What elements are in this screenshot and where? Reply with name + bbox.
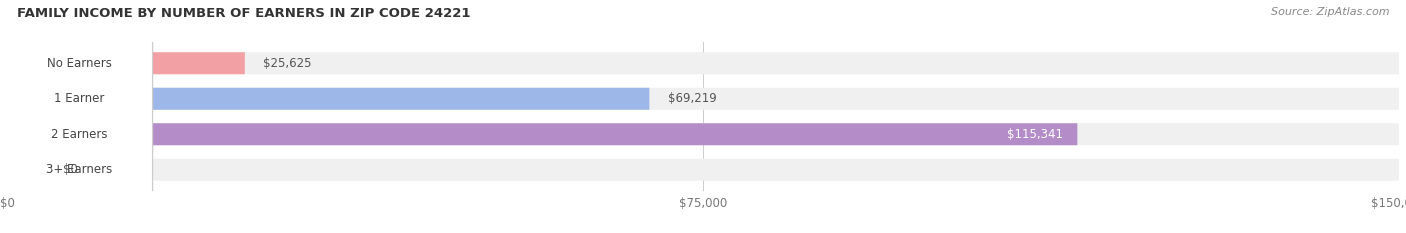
FancyBboxPatch shape: [0, 0, 152, 233]
Text: $0: $0: [63, 163, 77, 176]
Text: FAMILY INCOME BY NUMBER OF EARNERS IN ZIP CODE 24221: FAMILY INCOME BY NUMBER OF EARNERS IN ZI…: [17, 7, 471, 20]
Text: Source: ZipAtlas.com: Source: ZipAtlas.com: [1271, 7, 1389, 17]
FancyBboxPatch shape: [7, 159, 1399, 181]
Text: $69,219: $69,219: [668, 92, 717, 105]
FancyBboxPatch shape: [7, 52, 1399, 74]
FancyBboxPatch shape: [0, 0, 152, 233]
FancyBboxPatch shape: [7, 159, 44, 181]
Text: No Earners: No Earners: [46, 57, 111, 70]
Text: $25,625: $25,625: [263, 57, 312, 70]
FancyBboxPatch shape: [0, 0, 152, 233]
FancyBboxPatch shape: [7, 88, 1399, 110]
FancyBboxPatch shape: [0, 0, 152, 233]
Text: 2 Earners: 2 Earners: [51, 128, 107, 141]
Text: 1 Earner: 1 Earner: [53, 92, 104, 105]
FancyBboxPatch shape: [7, 52, 245, 74]
Text: $115,341: $115,341: [1008, 128, 1063, 141]
FancyBboxPatch shape: [7, 88, 650, 110]
Text: 3+ Earners: 3+ Earners: [46, 163, 112, 176]
FancyBboxPatch shape: [7, 123, 1077, 145]
FancyBboxPatch shape: [7, 123, 1399, 145]
